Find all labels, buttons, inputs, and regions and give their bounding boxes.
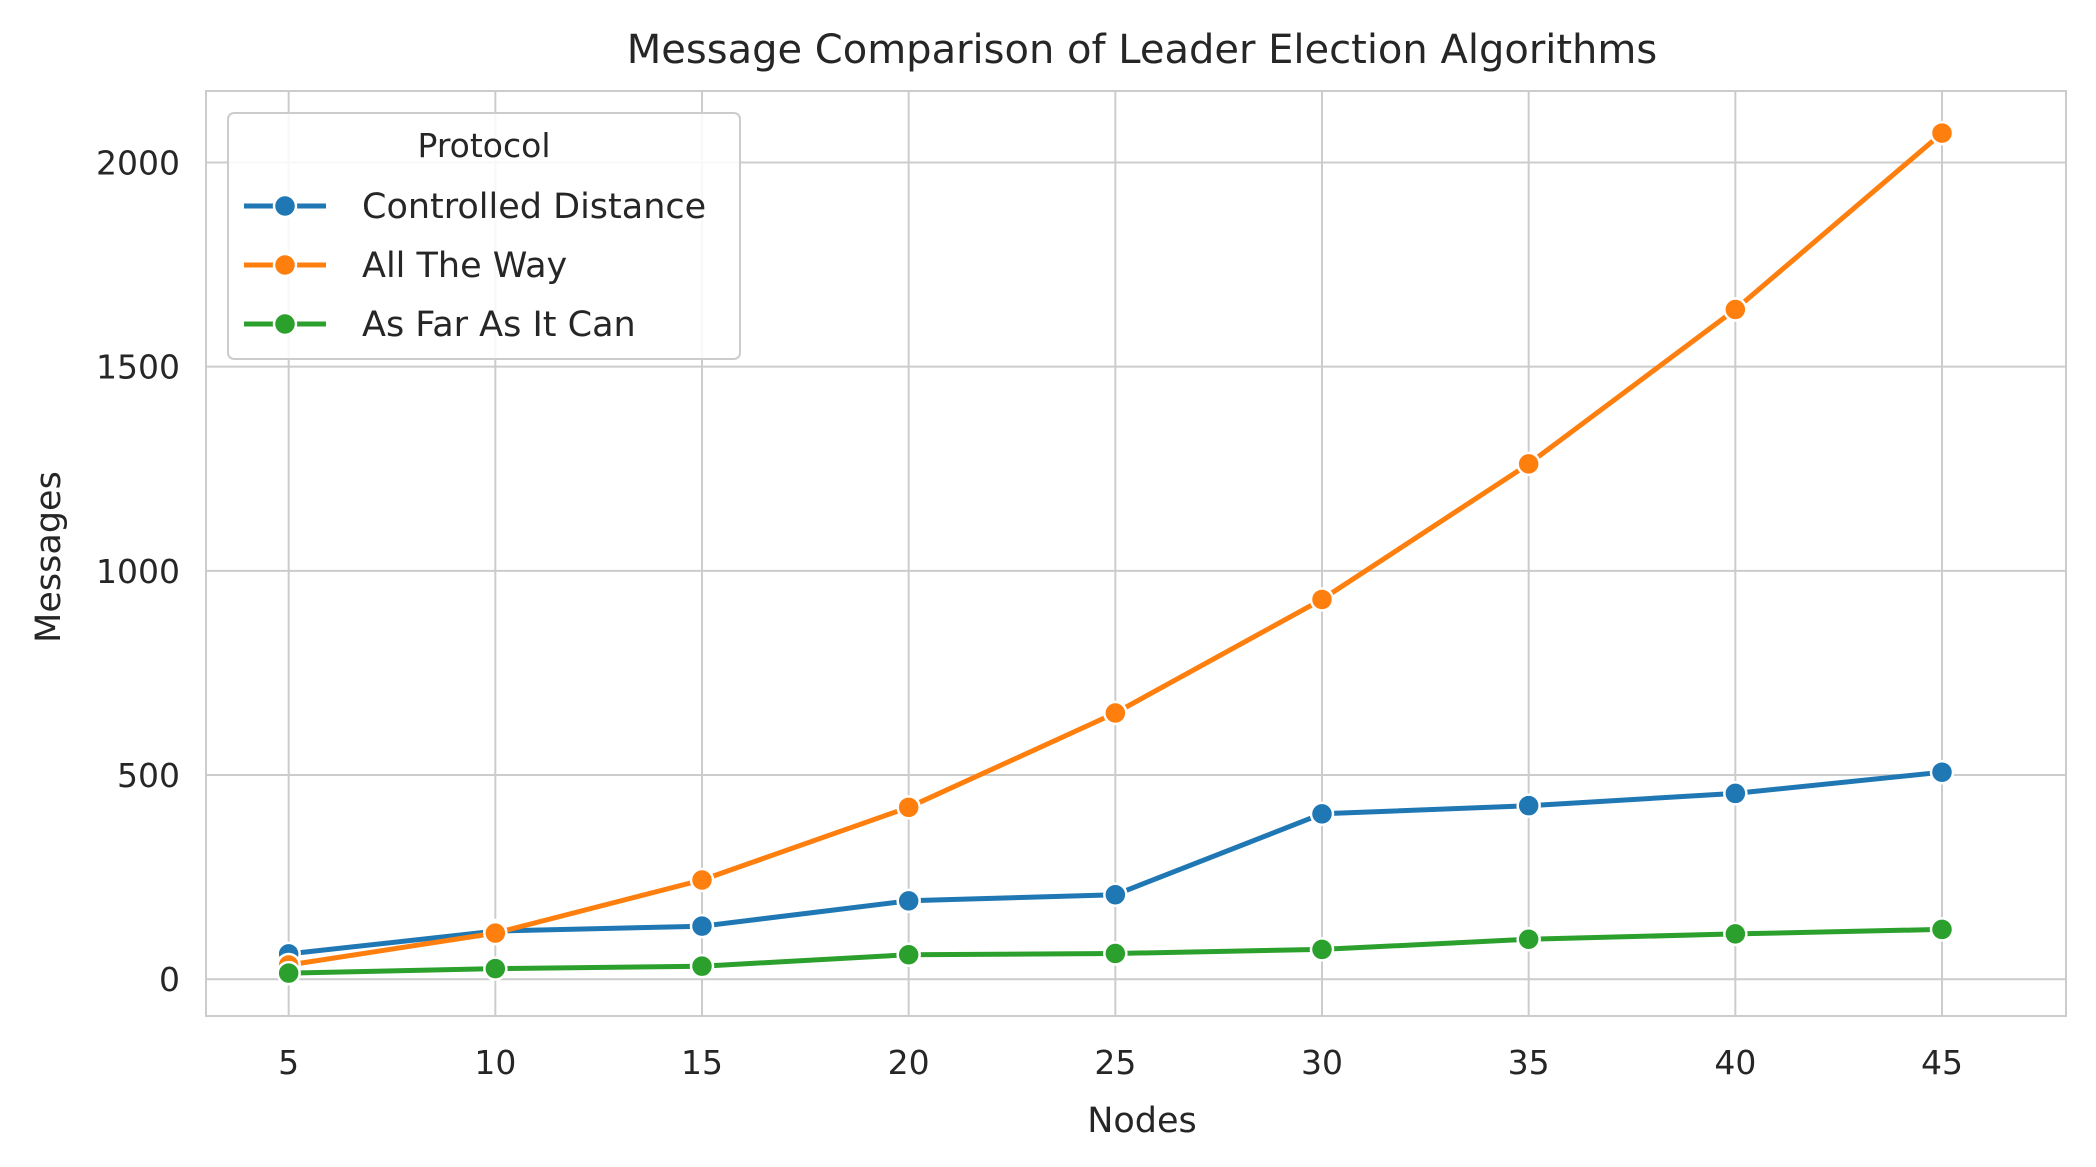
legend-box (227, 112, 741, 360)
data-point (1103, 700, 1128, 726)
plot-area-frame (205, 90, 2067, 1017)
legend-label: As Far As It Can (362, 305, 636, 345)
x-tick-label: 20 (888, 1043, 930, 1082)
legend-marker (272, 193, 298, 219)
x-tick-label: 35 (1508, 1043, 1550, 1082)
y-tick-labels: 0 500 1000 1500 2000 (96, 143, 180, 999)
series-2 (276, 917, 1955, 986)
data-point (483, 956, 508, 981)
data-point (1103, 882, 1128, 907)
x-tick-label: 45 (1921, 1043, 1963, 1082)
data-point (896, 795, 921, 820)
legend-item: All The Way (244, 246, 567, 286)
x-tick-label: 30 (1301, 1043, 1343, 1082)
data-point (1929, 759, 1955, 785)
x-tick-label: 10 (474, 1043, 516, 1082)
legend-items: Controlled Distance All The Way As Far As … (244, 187, 706, 345)
data-point (483, 920, 508, 946)
legend: Protocol Controlled Distance All The Way A… (227, 112, 741, 360)
x-tick-label: 15 (681, 1043, 723, 1082)
data-point (689, 913, 715, 939)
x-tick-label: 5 (278, 1043, 299, 1082)
legend-label: All The Way (362, 246, 567, 286)
data-point (1309, 801, 1335, 827)
y-tick-label: 1000 (96, 552, 180, 591)
data-point (896, 888, 921, 914)
legend-marker (272, 311, 298, 337)
y-tick-label: 0 (159, 960, 180, 999)
legend-marker (272, 252, 298, 278)
x-tick-label: 40 (1714, 1043, 1756, 1082)
y-tick-label: 500 (117, 756, 180, 795)
data-point (689, 867, 715, 893)
y-axis-label: Messages (29, 471, 69, 643)
data-point (276, 960, 301, 986)
data-point (689, 953, 715, 979)
data-point (1516, 793, 1541, 818)
legend-title: Protocol (418, 126, 551, 165)
data-point (1516, 926, 1541, 952)
data-point (1516, 451, 1541, 477)
data-point (1723, 297, 1748, 322)
y-tick-label: 1500 (96, 348, 180, 387)
x-tick-label: 25 (1094, 1043, 1136, 1082)
x-tick-labels: 5 10 15 20 25 30 35 40 45 (278, 1043, 1963, 1082)
data-point (1723, 921, 1748, 947)
legend-item: Controlled Distance (244, 187, 706, 227)
x-axis-label: Nodes (1087, 1101, 1197, 1141)
data-point (1723, 781, 1748, 806)
data-point (896, 942, 921, 967)
data-point (1103, 941, 1128, 966)
legend-item: As Far As It Can (244, 305, 636, 345)
chart-title: Message Comparison of Leader Election Al… (627, 27, 1657, 73)
legend-label: Controlled Distance (362, 187, 706, 227)
data-point (1929, 917, 1955, 942)
data-point (1929, 120, 1955, 146)
data-point (1309, 587, 1335, 612)
series-layer (276, 120, 1955, 986)
data-point (1309, 937, 1335, 962)
y-tick-label: 2000 (96, 143, 180, 182)
series-1 (276, 120, 1955, 978)
